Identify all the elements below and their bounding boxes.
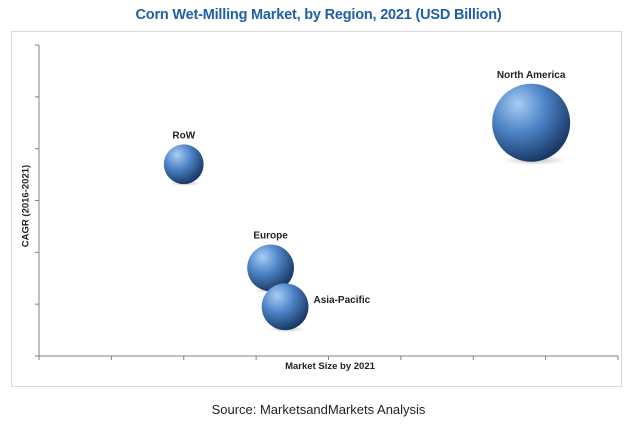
chart-title: Corn Wet-Milling Market, by Region, 2021… [135, 7, 502, 23]
y-axis-label: CAGR (2016-2021) [20, 164, 32, 248]
bubble-asia-pacific [261, 283, 309, 331]
bubble-row [163, 144, 204, 185]
source-note: Source: MarketsandMarkets Analysis [211, 402, 426, 417]
axes-group [35, 44, 619, 360]
x-axis-label: Market Size by 2021 [285, 361, 375, 372]
bubble-label-row: RoW [172, 130, 195, 141]
bubble-labels-group: North America RoW Europe Asia-Pacific [172, 70, 565, 306]
bubble-europe [247, 244, 294, 292]
bubble-label-north-america: North America [497, 70, 566, 81]
bubbles-group [163, 83, 571, 333]
bubble-north-america [492, 83, 571, 162]
bubble-label-asia-pacific: Asia-Pacific [313, 295, 370, 306]
bubble-label-europe: Europe [253, 230, 288, 241]
